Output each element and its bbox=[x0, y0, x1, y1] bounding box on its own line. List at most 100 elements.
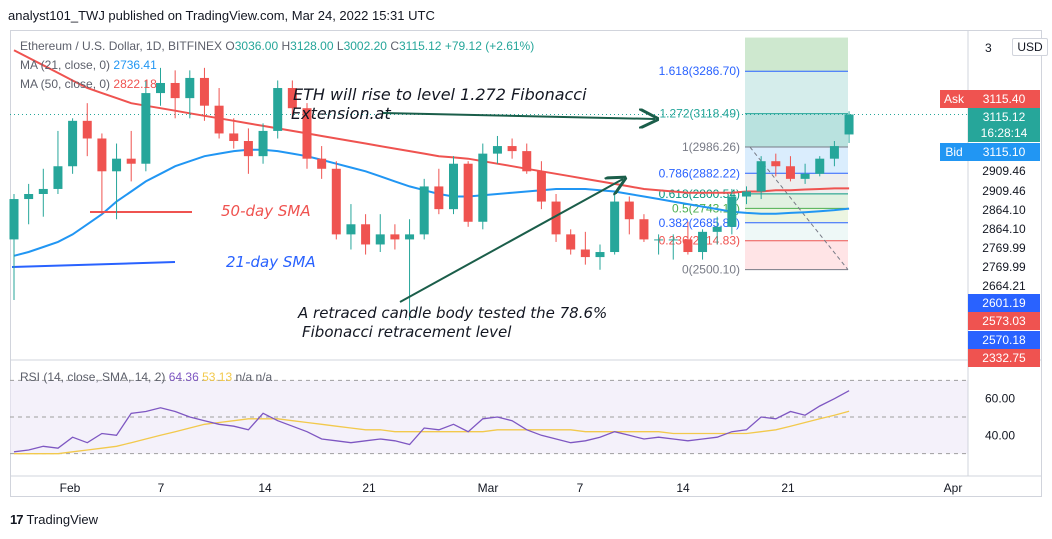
candle-body bbox=[610, 201, 620, 253]
price-axis-tick-partial: 3 bbox=[985, 41, 992, 55]
candle-body bbox=[82, 120, 92, 139]
price-tag-value: 3115.10 bbox=[983, 145, 1026, 159]
time-axis-tick: 7 bbox=[577, 481, 584, 495]
candle-body bbox=[727, 196, 737, 227]
rsi-value: 64.36 bbox=[168, 370, 199, 384]
candle-body bbox=[112, 158, 122, 172]
ma21-line bbox=[13, 148, 850, 257]
candle-body bbox=[170, 82, 180, 99]
ma21-label: MA (21, close, 0) bbox=[20, 58, 111, 72]
low-value: 3002.20 bbox=[343, 39, 387, 53]
ma21-value: 2736.41 bbox=[113, 58, 157, 72]
annotation-retrace-1: A retraced candle body tested the 78.6% bbox=[297, 304, 607, 322]
candle-body bbox=[829, 146, 839, 159]
candle-body bbox=[449, 163, 458, 210]
time-axis-tick: Feb bbox=[60, 481, 81, 495]
candle-body bbox=[566, 234, 576, 250]
fib-zone-top bbox=[745, 37, 848, 72]
candle-body bbox=[492, 146, 502, 154]
chart-frame[interactable] bbox=[10, 30, 1042, 497]
price-tag-value: 2332.75 bbox=[982, 351, 1026, 365]
fib-zone bbox=[745, 193, 848, 209]
rsi-legend[interactable]: RSI (14, close, SMA, 14, 2) 64.36 53.13 … bbox=[20, 370, 272, 384]
candle-body bbox=[390, 234, 400, 240]
fib-level-label: 1.618(3286.70) bbox=[659, 64, 740, 78]
candle-body bbox=[287, 88, 297, 109]
candle-body bbox=[273, 88, 283, 131]
footer-brand: TradingView bbox=[26, 512, 99, 527]
annotation-sma50: 50-day SMA bbox=[221, 202, 311, 220]
price-axis-tick: 2664.21 bbox=[982, 279, 1026, 293]
candle-body bbox=[141, 93, 151, 164]
open-label: O bbox=[225, 39, 235, 53]
annotation-retrace-2: Fibonacci retracement level bbox=[302, 323, 512, 341]
candle-body bbox=[756, 161, 766, 192]
close-value: 3115.12 bbox=[398, 39, 442, 53]
rsi-axis-tick: 40.00 bbox=[985, 428, 1015, 442]
change-value: +79.12 (+2.61%) bbox=[444, 39, 535, 53]
tradingview-logo-icon: 17 bbox=[10, 512, 24, 527]
fib-zone bbox=[745, 240, 848, 270]
rsi-band bbox=[10, 380, 968, 454]
symbol-name: Ethereum / U.S. Dollar, 1D, BITFINEX bbox=[20, 39, 223, 53]
publish-info: analyst101_TWJ published on TradingView.… bbox=[8, 8, 435, 23]
candle-body bbox=[624, 201, 634, 220]
ma50-legend[interactable]: MA (50, close, 0) 2822.18 bbox=[20, 77, 157, 91]
arrow-to-target bbox=[382, 113, 655, 119]
price-axis-tick: 2909.46 bbox=[982, 164, 1026, 178]
candle-body bbox=[522, 151, 532, 172]
candle-body bbox=[654, 239, 664, 241]
price-tag-label-bg bbox=[940, 143, 968, 161]
low-label: L bbox=[336, 39, 344, 53]
candle-body bbox=[9, 199, 19, 240]
grid-layer bbox=[10, 30, 1042, 477]
fib-level-label: 1(2986.26) bbox=[682, 140, 740, 154]
rsi-sma-line bbox=[14, 410, 850, 455]
candle-body bbox=[800, 173, 810, 179]
fib-level-label: 0.786(2882.22) bbox=[659, 166, 740, 180]
candle-body bbox=[243, 141, 253, 157]
price-tag-value: 2573.03 bbox=[982, 314, 1026, 328]
price-tag-bg bbox=[968, 294, 1040, 312]
annotation-eth-rise: ETH will rise to level 1.272 Fibonacci bbox=[293, 85, 587, 104]
candle-body bbox=[742, 191, 751, 197]
candle-body bbox=[815, 158, 825, 174]
candle-layer bbox=[9, 67, 854, 321]
price-tag-bg bbox=[968, 331, 1040, 349]
price-axis-tick: 2769.99 bbox=[982, 241, 1026, 255]
price-tag-label: Bid bbox=[945, 145, 962, 159]
ma50-line bbox=[13, 49, 850, 194]
arrow-trend bbox=[399, 179, 623, 303]
high-label: H bbox=[281, 39, 291, 53]
rsi-na-1: n/a bbox=[235, 370, 253, 384]
price-tag-label-bg bbox=[940, 90, 968, 108]
rsi-axis-tick: 60.00 bbox=[985, 392, 1015, 406]
time-axis-tick: 7 bbox=[158, 481, 165, 495]
candle-body bbox=[639, 219, 649, 240]
footer[interactable]: 17 TradingView bbox=[10, 512, 98, 527]
fibonacci-layer: 1.618(3286.70) 1.272(3118.49) 1(2986.26) 0.… bbox=[659, 37, 849, 277]
ma50-value: 2822.18 bbox=[113, 77, 157, 91]
candle-body bbox=[199, 77, 209, 106]
rsi-sma-value: 53.13 bbox=[202, 370, 233, 384]
price-tag-timer: 16:28:14 bbox=[981, 126, 1028, 140]
currency-button[interactable]: USD bbox=[1012, 38, 1048, 56]
annotation-sma21: 21-day SMA bbox=[226, 253, 316, 271]
price-axis-tick: 2769.99 bbox=[982, 260, 1026, 274]
rsi-line bbox=[13, 390, 850, 453]
candle-body bbox=[434, 186, 444, 210]
price-tag-value: 3115.12 bbox=[983, 110, 1026, 124]
candle-body bbox=[214, 105, 224, 134]
moving-average-layer bbox=[11, 49, 850, 268]
time-axis-tick: 14 bbox=[258, 481, 272, 495]
candle-body bbox=[229, 133, 239, 142]
ma21-legend[interactable]: MA (21, close, 0) 2736.41 bbox=[20, 58, 157, 72]
candle-body bbox=[698, 231, 708, 253]
time-axis-tick: Mar bbox=[478, 481, 499, 495]
candle-body bbox=[302, 108, 312, 159]
price-tag-bg bbox=[968, 90, 1040, 108]
candle-body bbox=[24, 194, 34, 200]
candle-body bbox=[346, 224, 356, 235]
fib-level-label: 0.618(2800.54) bbox=[659, 187, 740, 201]
